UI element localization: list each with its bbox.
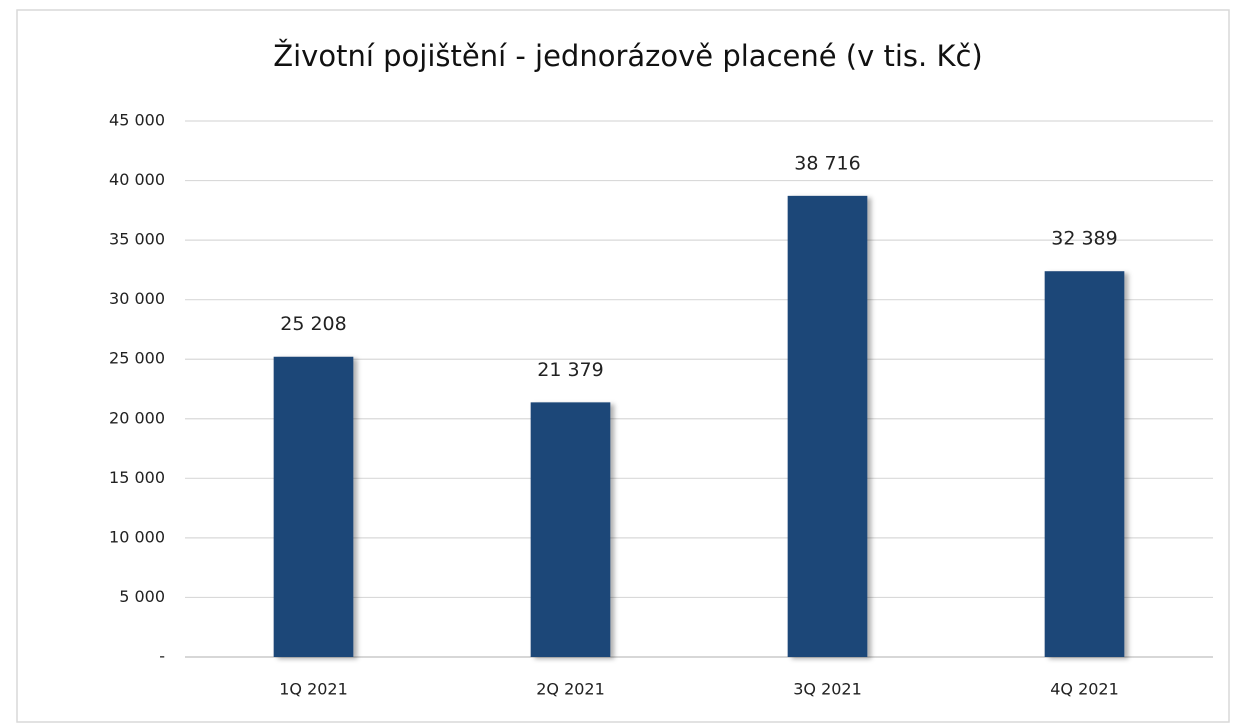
x-tick-label: 3Q 2021 bbox=[793, 680, 862, 699]
y-tick-label: - bbox=[159, 647, 165, 666]
chart-frame bbox=[16, 9, 1230, 723]
y-tick-label: 20 000 bbox=[109, 408, 165, 427]
x-tick-label: 2Q 2021 bbox=[536, 680, 605, 699]
value-label: 21 379 bbox=[537, 359, 603, 381]
value-label: 38 716 bbox=[794, 152, 860, 174]
y-tick-label: 25 000 bbox=[109, 349, 165, 368]
y-tick-label: 45 000 bbox=[109, 111, 165, 130]
y-tick-label: 5 000 bbox=[119, 587, 165, 606]
y-tick-label: 40 000 bbox=[109, 170, 165, 189]
x-tick-label: 1Q 2021 bbox=[279, 680, 348, 699]
bar bbox=[787, 195, 868, 657]
y-tick-label: 30 000 bbox=[109, 289, 165, 308]
value-label: 25 208 bbox=[280, 313, 346, 335]
y-tick-label: 15 000 bbox=[109, 468, 165, 487]
chart-title: Životní pojištění - jednorázově placené … bbox=[273, 39, 983, 73]
y-tick-label: 10 000 bbox=[109, 527, 165, 546]
bar bbox=[530, 402, 611, 657]
bar bbox=[273, 356, 354, 657]
y-tick-label: 35 000 bbox=[109, 230, 165, 249]
x-tick-label: 4Q 2021 bbox=[1050, 680, 1119, 699]
value-label: 32 389 bbox=[1051, 228, 1117, 250]
bar bbox=[1044, 271, 1125, 657]
